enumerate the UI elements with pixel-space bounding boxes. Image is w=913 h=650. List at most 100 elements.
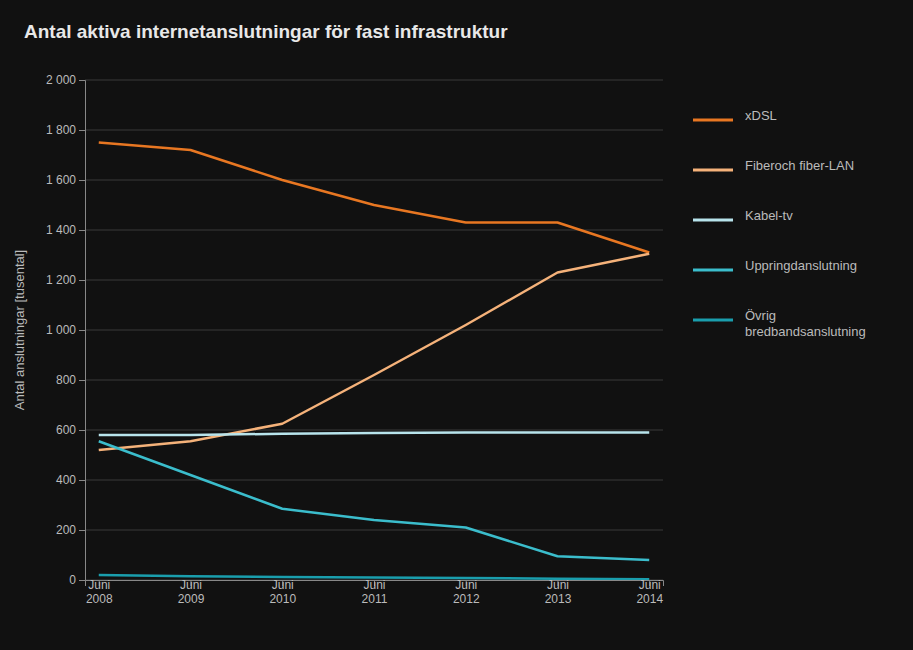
y-tick-mark (79, 280, 85, 281)
y-tick: 0 (69, 573, 85, 587)
grid-line (85, 330, 663, 331)
x-tick: Juni2011 (362, 578, 388, 606)
y-tick-label: 400 (56, 473, 76, 487)
text-line: Juni (639, 578, 661, 592)
y-tick-label: 2 000 (46, 73, 76, 87)
y-tick: 800 (56, 373, 85, 387)
text-line: 2014 (636, 592, 663, 606)
legend-label: Kabel-tv (745, 208, 793, 223)
x-tick: Juni2008 (86, 578, 113, 606)
grid-line (85, 530, 663, 531)
text-line: 2012 (453, 592, 480, 606)
series-line (99, 254, 649, 450)
text-line: 2009 (178, 592, 205, 606)
legend-swatch (693, 169, 733, 172)
y-axis: 0 200 400 600 800 1 000 1 200 1 400 1 600 1 800 2 … (46, 73, 86, 587)
x-tick-label: Juni2009 (178, 578, 205, 606)
x-tick: Juni2012 (453, 578, 480, 606)
y-tick-label: 200 (56, 523, 76, 537)
grid-line (85, 130, 663, 131)
title: Antal aktiva internetanslutningar för fa… (24, 21, 508, 42)
y-tick: 1 000 (46, 323, 85, 337)
text-line: Juni (363, 578, 385, 592)
chart: Antal aktiva internetanslutningar för fa… (0, 0, 913, 650)
legend-label: Fiberoch fiber-LAN (745, 158, 854, 173)
y-tick: 1 400 (46, 223, 85, 237)
y-tick-label: 1 600 (46, 173, 76, 187)
text-line: Juni (455, 578, 477, 592)
x-axis: Juni2008Juni2009Juni2010Juni2011Juni2012… (86, 578, 664, 606)
x-tick-label: Juni2010 (269, 578, 296, 606)
y-tick-label: 1 400 (46, 223, 76, 237)
series-group (99, 143, 649, 580)
y-tick-mark (79, 330, 85, 331)
x-tick: Juni2014 (636, 578, 663, 606)
legend-item: xDSL (693, 108, 777, 123)
y-tick-label: 1 200 (46, 273, 76, 287)
series-line (99, 433, 649, 436)
text-line: 2008 (86, 592, 113, 606)
text-line: Juni (272, 578, 294, 592)
plot: 0 200 400 600 800 1 000 1 200 1 400 1 600 1 800 2 … (46, 73, 664, 606)
text-line: Fiberoch fiber-LAN (745, 158, 854, 173)
grid-line (85, 380, 663, 381)
x-tick-label: Juni2013 (545, 578, 572, 606)
text-line: 2013 (545, 592, 572, 606)
legend-item: Kabel-tv (693, 208, 793, 223)
text-line: Juni (88, 578, 110, 592)
text-line: Kabel-tv (745, 208, 793, 223)
text-line: Övrig (745, 308, 776, 323)
y-tick-label: 600 (56, 423, 76, 437)
grid-line (85, 480, 663, 481)
x-tick: Juni2013 (545, 578, 572, 606)
y-tick-mark (79, 230, 85, 231)
text-line: Juni (180, 578, 202, 592)
series-line (99, 441, 649, 560)
legend-swatch (693, 119, 733, 122)
y-axis-title: Antal anslutningar [tusental] (12, 250, 27, 410)
x-tick: Juni2010 (269, 578, 296, 606)
y-tick-mark (79, 130, 85, 131)
y-tick-mark (79, 180, 85, 181)
x-tick-label: Juni2014 (636, 578, 663, 606)
x-tick-label: Juni2008 (86, 578, 113, 606)
grid-line (85, 180, 663, 181)
text-line: Uppringdanslutning (745, 258, 857, 273)
x-tick-label: Juni2011 (362, 578, 388, 606)
y-tick: 400 (56, 473, 85, 487)
y-tick-label: 1 000 (46, 323, 76, 337)
legend-swatch (693, 219, 733, 222)
y-tick-label: 1 800 (46, 123, 76, 137)
y-tick-mark (79, 380, 85, 381)
y-tick: 600 (56, 423, 85, 437)
legend-swatch (693, 319, 733, 322)
y-tick: 1 200 (46, 273, 85, 287)
y-axis-line (79, 81, 86, 581)
x-tick-label: Juni2012 (453, 578, 480, 606)
legend-item: Övrigbredbandsanslutning (693, 308, 866, 339)
y-tick: 200 (56, 523, 85, 537)
legend-item: Uppringdanslutning (693, 258, 857, 273)
legend-label: xDSL (745, 108, 777, 123)
x-tick: Juni2009 (178, 578, 205, 606)
grid-line (85, 80, 663, 81)
y-tick: 2 000 (46, 73, 85, 87)
series-line (99, 575, 649, 579)
legend-label: Uppringdanslutning (745, 258, 857, 273)
legend-swatch (693, 269, 733, 272)
text-line: 2010 (269, 592, 296, 606)
text-line: bredbandsanslutning (745, 324, 866, 339)
text-line: xDSL (745, 108, 777, 123)
text-line: 2011 (362, 592, 388, 606)
legend-label: Övrigbredbandsanslutning (745, 308, 866, 339)
y-tick-mark (79, 530, 85, 531)
y-tick: 1 800 (46, 123, 85, 137)
y-tick: 1 600 (46, 173, 85, 187)
legend-item: Fiberoch fiber-LAN (693, 158, 854, 173)
legend: xDSL Fiberoch fiber-LAN Kabel-tv Uppringdan… (693, 108, 866, 339)
grid (85, 80, 663, 580)
grid-line (85, 430, 663, 431)
text-line: Juni (547, 578, 569, 592)
y-tick-label: 0 (69, 573, 76, 587)
series-line (99, 143, 649, 253)
